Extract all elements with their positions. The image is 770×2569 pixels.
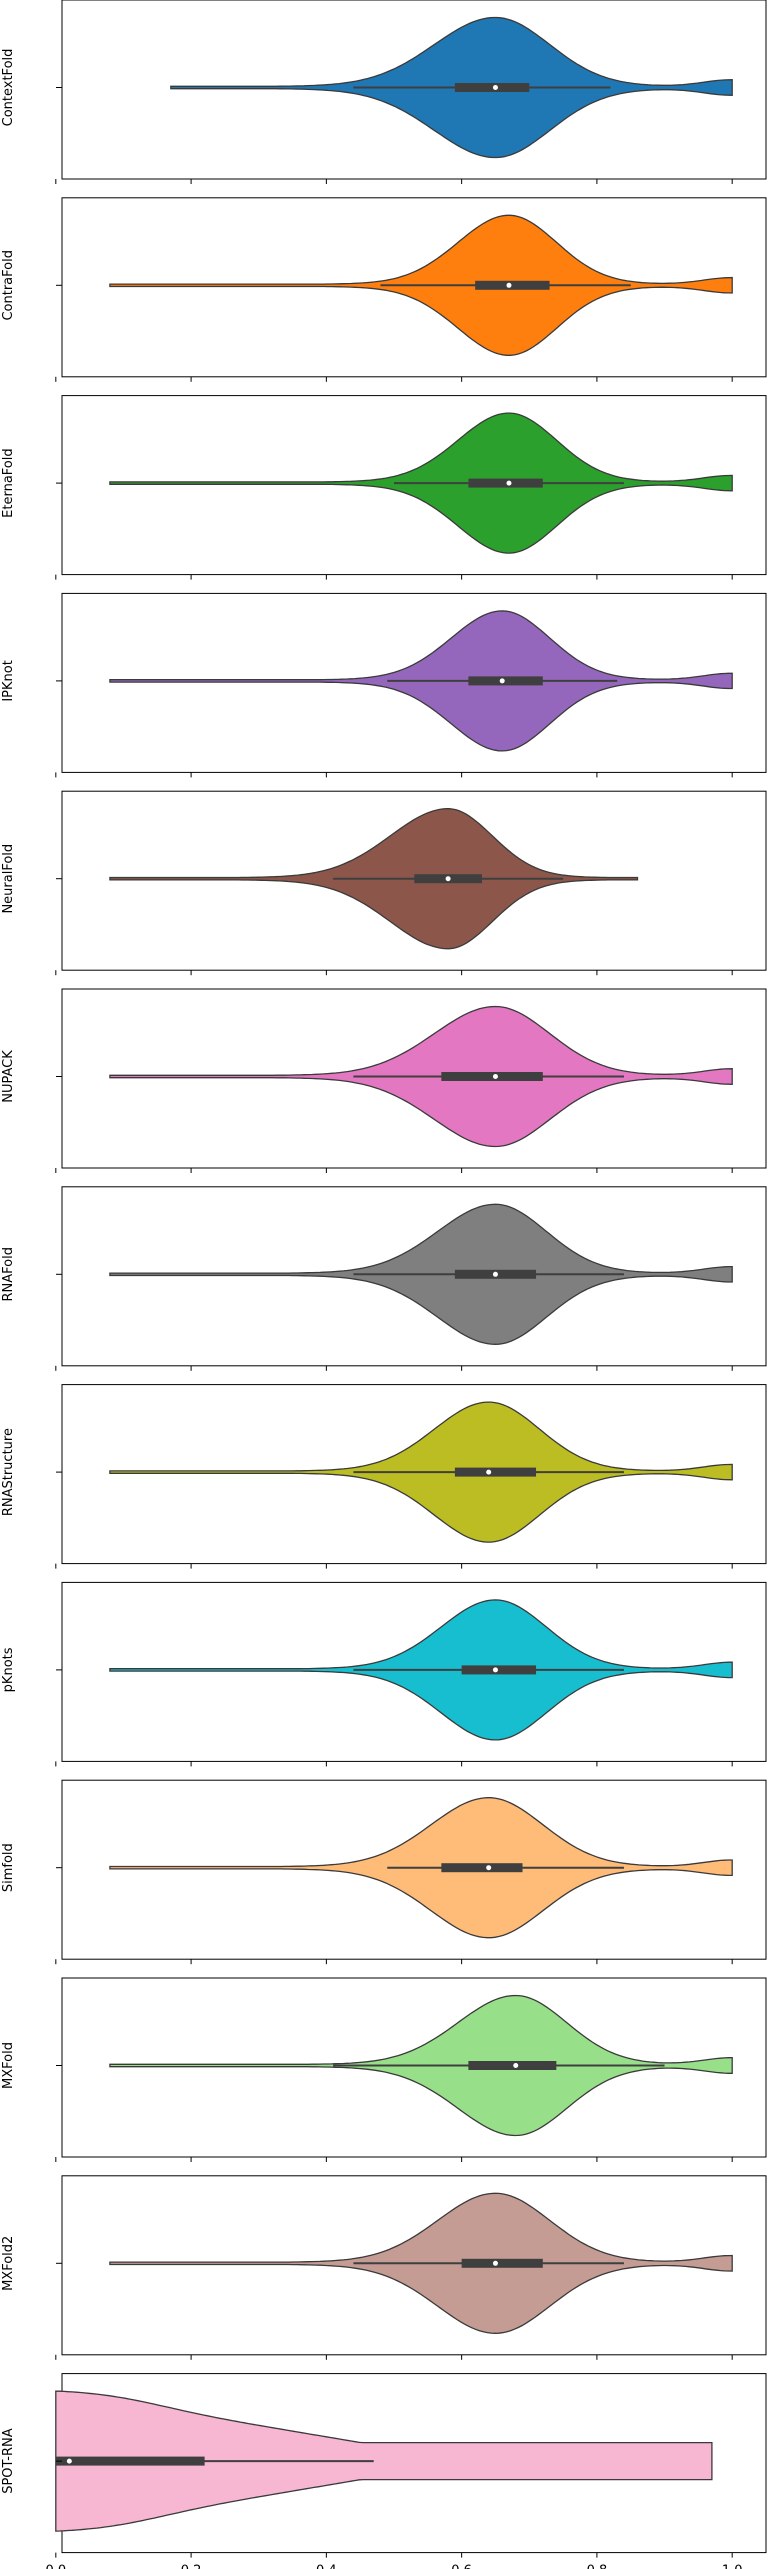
y-label-mxfold: MXFold xyxy=(1,2042,16,2089)
panel-frame-eternafold xyxy=(61,395,767,576)
iqr-box-contrafold xyxy=(475,280,550,290)
median-rnastructure xyxy=(486,1469,492,1475)
iqr-box-spot-rna xyxy=(55,2456,205,2466)
median-eternafold xyxy=(506,480,512,486)
median-spot-rna xyxy=(66,2458,72,2464)
x-tick-label-2: 0.4 xyxy=(316,2564,337,2569)
median-nupack xyxy=(492,1074,498,1079)
panel-frame-rnastructure xyxy=(61,1384,767,1565)
y-label-spot-rna: SPOT-RNA xyxy=(1,2428,16,2494)
iqr-box-mxfold xyxy=(468,2061,557,2070)
y-label-mxfold2: MXFold2 xyxy=(1,2236,16,2291)
median-pknots xyxy=(492,1667,498,1673)
panel-frame-mxfold xyxy=(61,1977,767,2158)
iqr-box-mxfold2 xyxy=(461,2258,543,2268)
panel-frame-pknots xyxy=(61,1581,767,1762)
iqr-box-nupack xyxy=(441,1072,543,1081)
median-mxfold xyxy=(513,2063,519,2068)
x-tick-label-1: 0.2 xyxy=(181,2564,202,2569)
x-tick-label-0: 0.0 xyxy=(45,2564,66,2569)
x-tick-label-4: 0.8 xyxy=(587,2564,608,2569)
y-label-ipknot: IPKnot xyxy=(1,660,16,702)
violin-spot-rna xyxy=(55,2390,713,2532)
iqr-box-rnastructure xyxy=(454,1467,537,1477)
median-neuralfold xyxy=(445,876,451,882)
iqr-box-eternafold xyxy=(468,478,543,488)
panel-frame-neuralfold xyxy=(61,790,767,971)
panel-frame-contextfold xyxy=(61,0,767,180)
y-label-pknots: pKnots xyxy=(1,1647,16,1692)
median-contextfold xyxy=(492,85,498,90)
median-contrafold xyxy=(506,282,512,288)
panel-frame-nupack xyxy=(61,988,767,1169)
y-label-contrafold: ContraFold xyxy=(1,250,16,321)
y-label-simfold: Simfold xyxy=(1,1843,16,1892)
y-label-rnastructure: RNAStructure xyxy=(1,1428,16,1516)
y-label-contextfold: ContextFold xyxy=(1,49,16,127)
iqr-box-pknots xyxy=(461,1665,537,1675)
panel-frame-mxfold2 xyxy=(61,2175,767,2356)
iqr-box-ipknot xyxy=(468,676,543,686)
y-label-rnafold: RNAFold xyxy=(1,1247,16,1301)
y-label-eternafold: EternaFold xyxy=(1,448,16,517)
iqr-box-contextfold xyxy=(454,83,530,92)
panel-frame-contrafold xyxy=(61,197,767,378)
x-tick-label-5: 1.0 xyxy=(722,2564,743,2569)
median-mxfold2 xyxy=(492,2260,498,2266)
y-label-neuralfold: NeuralFold xyxy=(1,844,16,914)
iqr-box-simfold xyxy=(441,1863,523,1873)
panel-frame-ipknot xyxy=(61,592,767,773)
median-rnafold xyxy=(492,1271,498,1277)
x-tick-label-3: 0.6 xyxy=(451,2564,472,2569)
y-label-nupack: NUPACK xyxy=(1,1050,16,1103)
median-simfold xyxy=(486,1865,492,1871)
panel-frame-simfold xyxy=(61,1779,767,1960)
median-ipknot xyxy=(499,678,505,684)
panel-frame-rnafold xyxy=(61,1186,767,1367)
